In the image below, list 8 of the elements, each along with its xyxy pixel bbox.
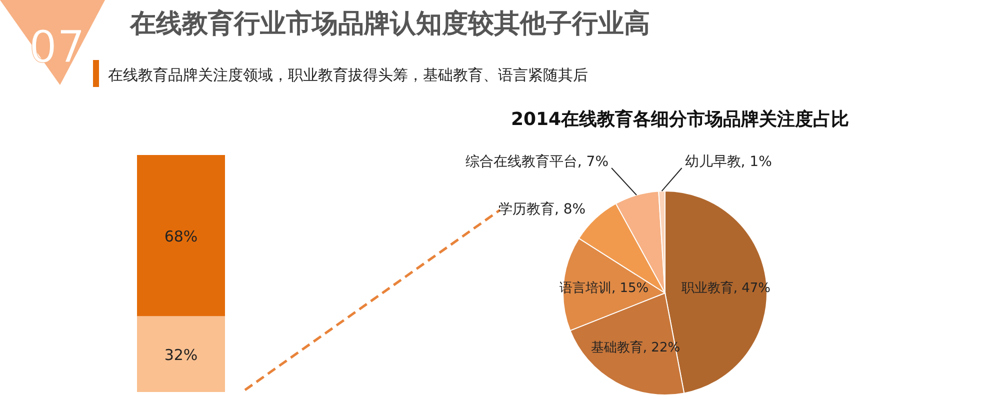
data-label: 68% <box>164 228 198 246</box>
chart-title: 2014在线教育各细分市场品牌关注度占比 <box>510 108 850 130</box>
text: 在线教育行业市场品牌认知度较其他子行业高 <box>129 8 650 39</box>
slice-label: 学历教育, 8% <box>498 200 586 218</box>
slice-label: 综合在线教育平台, 7% <box>465 153 609 170</box>
data-label: 32% <box>164 346 198 364</box>
text: 在线教育品牌关注度领域，职业教育拔得头筹，基础教育、语言紧随其后 <box>108 66 588 84</box>
slice-label: 幼儿早教, 1% <box>684 154 772 170</box>
